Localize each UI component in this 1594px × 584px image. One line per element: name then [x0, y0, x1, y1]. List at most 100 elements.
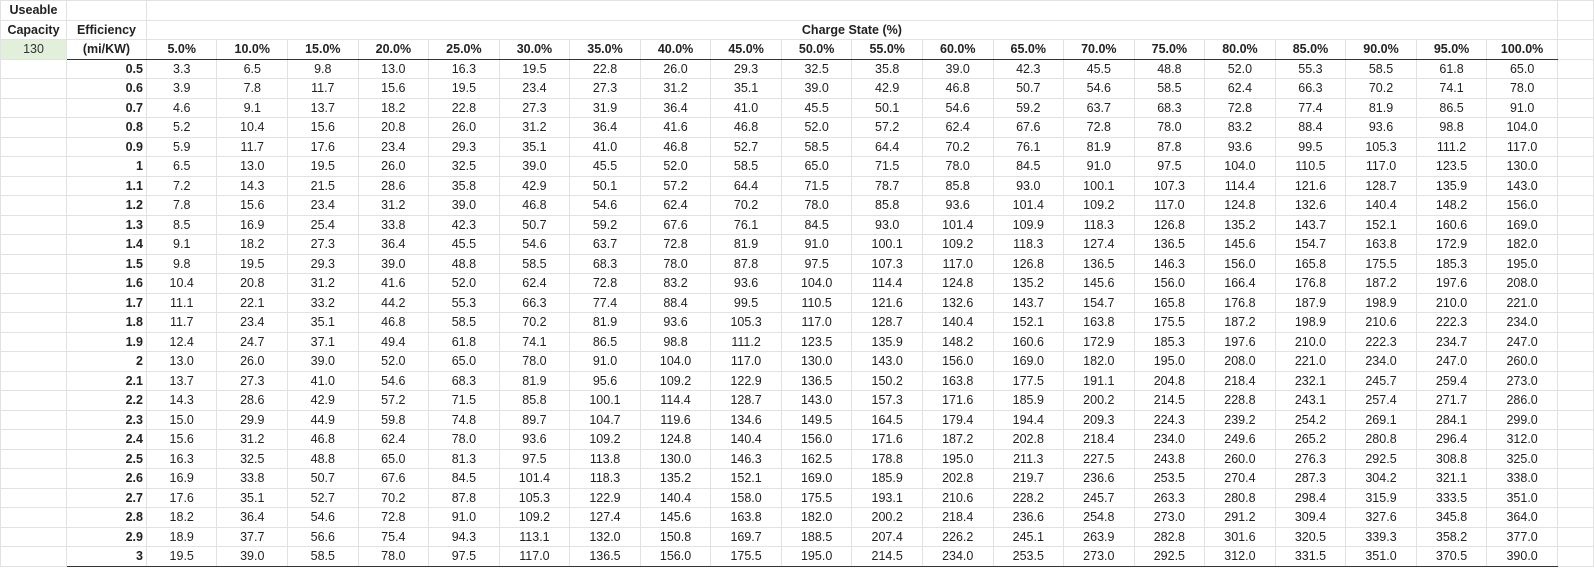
column-header: 10.0% [216, 39, 289, 60]
range-cell: 146.3 [710, 448, 782, 469]
range-cell: 11.7 [216, 136, 289, 157]
empty-cell [1556, 136, 1594, 157]
range-cell: 66.3 [1274, 78, 1347, 99]
empty-cell [1556, 526, 1594, 547]
range-cell: 331.5 [1274, 546, 1347, 567]
range-cell: 97.5 [1133, 156, 1206, 177]
range-cell: 171.6 [921, 390, 994, 411]
column-header: 45.0% [710, 39, 782, 60]
column-header: 35.0% [569, 39, 641, 60]
range-cell: 234.0 [1486, 312, 1558, 333]
range-cell: 104.0 [1486, 117, 1558, 138]
range-cell: 78.7 [851, 175, 923, 196]
range-cell: 17.6 [287, 136, 359, 157]
range-cell: 101.4 [921, 214, 994, 235]
range-cell: 107.3 [851, 253, 923, 274]
range-cell: 118.3 [992, 234, 1065, 255]
range-cell: 156.0 [639, 546, 712, 567]
range-cell: 188.5 [780, 526, 853, 547]
empty-cell [1556, 351, 1594, 372]
range-cell: 18.9 [145, 526, 218, 547]
sheet-row: 1.1 7.2 14.3 21.5 28.6 35.8 42.9 50.1 57.2 64.4 71… [0, 175, 1594, 196]
range-cell: 54.6 [287, 507, 359, 528]
range-cell: 31.2 [639, 78, 712, 99]
range-cell: 35.1 [287, 312, 359, 333]
range-cell: 149.5 [780, 409, 853, 430]
range-cell: 163.8 [921, 370, 994, 391]
range-cell: 70.2 [357, 487, 430, 508]
range-cell: 124.8 [921, 273, 994, 294]
range-cell: 27.3 [498, 97, 571, 118]
range-cell: 36.4 [216, 507, 289, 528]
range-cell: 124.8 [639, 429, 712, 450]
range-cell: 88.4 [639, 292, 712, 313]
range-cell: 55.3 [1274, 58, 1347, 79]
range-cell: 65.0 [357, 448, 430, 469]
range-cell: 9.8 [145, 253, 218, 274]
range-cell: 136.5 [780, 370, 853, 391]
range-cell: 48.8 [428, 253, 500, 274]
range-cell: 176.8 [1204, 292, 1276, 313]
empty-cell [1556, 546, 1594, 567]
range-cell: 165.8 [1133, 292, 1206, 313]
range-cell: 71.5 [780, 175, 853, 196]
range-cell: 358.2 [1415, 526, 1488, 547]
range-cell: 145.6 [1204, 234, 1276, 255]
sheet-row: 1.2 7.8 15.6 23.4 31.2 39.0 46.8 54.6 62.4 70.2 78… [0, 195, 1594, 216]
range-cell: 234.0 [1345, 351, 1417, 372]
range-cell: 33.8 [357, 214, 430, 235]
range-cell: 140.4 [921, 312, 994, 333]
empty-cell [1556, 156, 1594, 177]
range-cell: 13.0 [216, 156, 289, 177]
range-cell: 54.6 [357, 370, 430, 391]
range-cell: 42.9 [498, 175, 571, 196]
range-cell: 148.2 [921, 331, 994, 352]
range-cell: 94.3 [428, 526, 500, 547]
range-cell: 85.8 [498, 390, 571, 411]
efficiency-label: 1.5 [65, 253, 147, 274]
range-cell: 110.5 [780, 292, 853, 313]
range-cell: 182.0 [1063, 351, 1135, 372]
range-cell: 187.2 [921, 429, 994, 450]
range-cell: 228.8 [1204, 390, 1276, 411]
empty-cell [0, 448, 67, 469]
range-cell: 70.2 [1345, 78, 1417, 99]
range-cell: 126.8 [1133, 214, 1206, 235]
column-header: 85.0% [1274, 39, 1347, 60]
range-cell: 45.5 [569, 156, 641, 177]
range-cell: 101.4 [498, 468, 571, 489]
range-cell: 315.9 [1345, 487, 1417, 508]
range-cell: 89.7 [498, 409, 571, 430]
range-cell: 83.2 [639, 273, 712, 294]
column-header: 95.0% [1415, 39, 1488, 60]
range-cell: 99.5 [1274, 136, 1347, 157]
range-cell: 351.0 [1345, 546, 1417, 567]
empty-cell [0, 507, 67, 528]
range-cell: 71.5 [851, 156, 923, 177]
sheet-row: Useable [0, 0, 1594, 21]
header-cell: Useable [0, 0, 67, 21]
range-cell: 76.1 [992, 136, 1065, 157]
range-cell: 77.4 [1274, 97, 1347, 118]
column-header: 30.0% [498, 39, 571, 60]
range-cell: 209.3 [1063, 409, 1135, 430]
range-cell: 130.0 [780, 351, 853, 372]
range-cell: 169.0 [780, 468, 853, 489]
range-cell: 304.2 [1345, 468, 1417, 489]
range-cell: 130.0 [639, 448, 712, 469]
range-cell: 93.6 [710, 273, 782, 294]
range-cell: 327.6 [1345, 507, 1417, 528]
range-cell: 97.5 [780, 253, 853, 274]
range-cell: 312.0 [1204, 546, 1276, 567]
range-cell: 67.6 [639, 214, 712, 235]
range-cell: 271.7 [1415, 390, 1488, 411]
range-cell: 221.0 [1274, 351, 1347, 372]
range-cell: 85.8 [921, 175, 994, 196]
range-cell: 158.0 [710, 487, 782, 508]
range-cell: 54.6 [921, 97, 994, 118]
empty-cell [0, 468, 67, 489]
range-cell: 91.0 [428, 507, 500, 528]
range-cell: 16.3 [145, 448, 218, 469]
range-cell: 5.2 [145, 117, 218, 138]
empty-cell [1556, 117, 1594, 138]
